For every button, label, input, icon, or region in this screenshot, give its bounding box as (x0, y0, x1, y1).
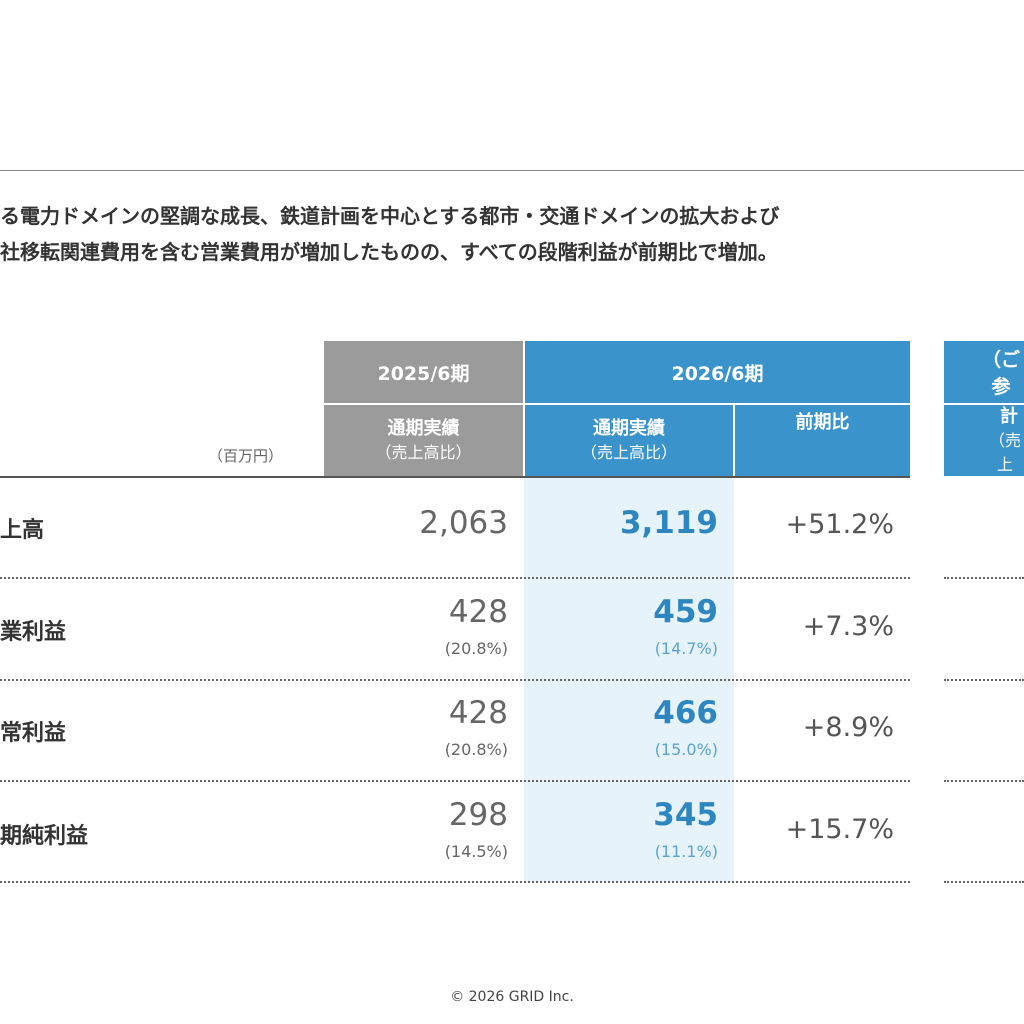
row-net-prev-value: 298 (448, 797, 508, 833)
row-sales-yoy: +51.2% (785, 509, 894, 540)
row-divider (0, 780, 910, 782)
row-ordinary-curr-ratio: (15.0%) (654, 740, 718, 759)
summary-line-2: 社移転関連費用を含む営業費用が増加したものの、すべての段階利益が前期比で増加。 (0, 240, 778, 264)
header-2025-year: 2025/6期 (324, 341, 523, 403)
row-divider-reference (944, 577, 1024, 579)
row-divider (0, 577, 910, 579)
row-label-ordinary-profit: 常利益 (0, 721, 67, 746)
header-rule (0, 476, 910, 478)
row-net-curr-ratio: (11.1%) (654, 842, 718, 861)
row-ordinary-prev-ratio: (20.8%) (444, 740, 508, 759)
row-operating-curr-value: 459 (653, 594, 718, 630)
row-net-prev-ratio: (14.5%) (444, 842, 508, 861)
row-operating-prev-ratio: (20.8%) (444, 639, 508, 658)
top-divider (0, 170, 1024, 171)
header-reference-label: （ご参 (981, 349, 1020, 398)
header-yoy-label: 前期比 (795, 412, 850, 433)
header-reference-ratio-label: （売上 (988, 430, 1021, 474)
row-ordinary-prev-value: 428 (448, 695, 508, 731)
row-operating-curr-ratio: (14.7%) (654, 639, 718, 658)
row-divider (0, 679, 910, 681)
row-operating-prev-value: 428 (448, 594, 508, 630)
header-2026-year-label: 2026/6期 (671, 362, 764, 385)
header-reference-sub: 計 （売上 (944, 405, 1024, 476)
header-2026-actual-label: 通期実績 (593, 417, 665, 439)
header-2026-ratio-label: （売上高比） (580, 442, 677, 462)
row-divider-reference (944, 881, 1024, 883)
row-operating-yoy: +7.3% (802, 611, 894, 642)
row-label-net-profit: 期純利益 (0, 824, 89, 849)
row-sales-prev-value: 2,063 (419, 505, 508, 541)
header-2025-ratio-label: （売上高比） (375, 442, 472, 462)
row-divider-reference (944, 679, 1024, 681)
header-2026-actual: 通期実績 （売上高比） (525, 405, 733, 476)
row-label-operating-profit: 業利益 (0, 620, 67, 645)
summary-text: る電力ドメインの堅調な成長、鉄道計画を中心とする都市・交通ドメインの拡大および … (0, 198, 1024, 270)
header-2026-year: 2026/6期 (525, 341, 910, 403)
row-divider (0, 881, 910, 883)
row-ordinary-yoy: +8.9% (802, 712, 894, 743)
header-yoy: 前期比 (735, 405, 910, 476)
row-ordinary-curr-value: 466 (653, 695, 718, 731)
row-sales-curr-value: 3,119 (619, 505, 718, 541)
header-reference-sub-label: 計 (1000, 405, 1018, 427)
header-2025-actual-label: 通期実績 (387, 417, 460, 439)
row-label-sales: 上高 (0, 518, 45, 543)
header-2025-actual: 通期実績 （売上高比） (324, 405, 523, 476)
header-2025-year-label: 2025/6期 (377, 362, 470, 385)
row-net-curr-value: 345 (653, 797, 718, 833)
summary-line-1: る電力ドメインの堅調な成長、鉄道計画を中心とする都市・交通ドメインの拡大および (0, 204, 780, 228)
header-reference: （ご参 (944, 341, 1024, 403)
unit-label: （百万円） (208, 447, 284, 465)
row-divider-reference (944, 780, 1024, 782)
footer-copyright: © 2026 GRID Inc. (450, 989, 574, 1005)
row-net-yoy: +15.7% (785, 814, 894, 845)
